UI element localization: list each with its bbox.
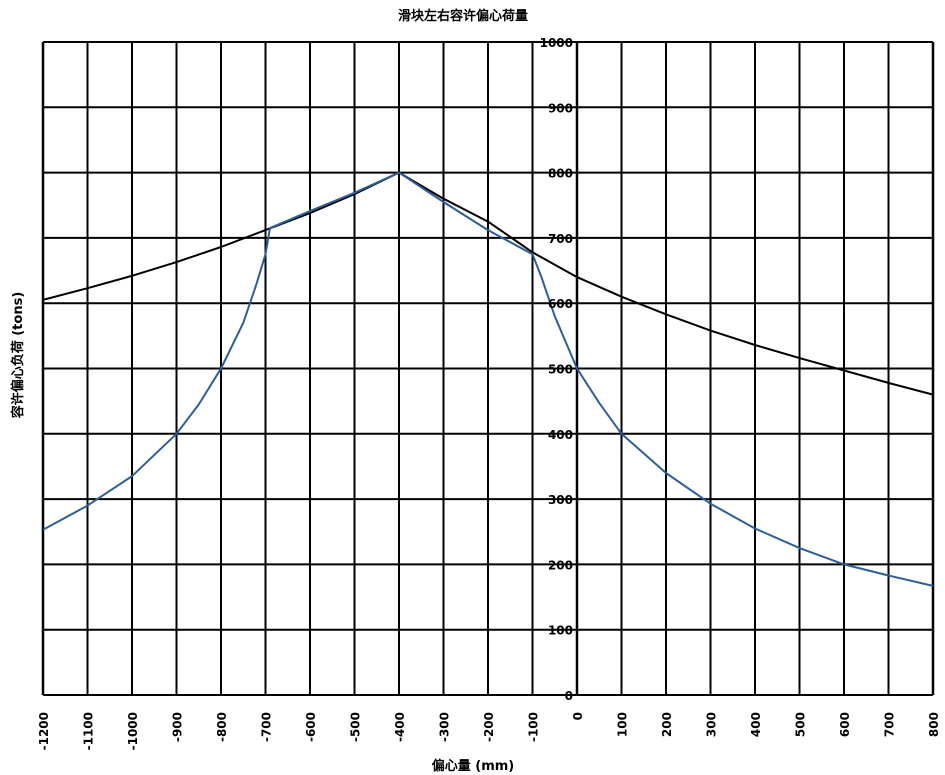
x-axis-label: 偏心量 (mm) [432, 758, 515, 774]
x-tick-label: -800 [215, 712, 229, 742]
x-tick-label: -100 [527, 712, 541, 742]
x-tick-label: 100 [616, 712, 630, 737]
x-tick-label: 700 [883, 712, 897, 737]
x-tick-label: -600 [304, 712, 318, 742]
x-tick-label: 200 [660, 712, 674, 737]
y-tick-label: 500 [548, 363, 573, 377]
y-axis-label: 容许偏心负荷 (tons) [10, 292, 26, 420]
series-line-1 [42, 171, 934, 396]
y-tick-label: 0 [565, 689, 573, 703]
y-tick-label: 900 [548, 101, 573, 115]
y-tick-label: 700 [548, 232, 573, 246]
x-tick-label: -1100 [82, 712, 96, 750]
x-tick-label: 500 [794, 712, 808, 737]
series-line-2 [42, 171, 934, 587]
series-layer [42, 171, 934, 587]
x-tick-label: 600 [838, 712, 852, 737]
x-tick-label: 0 [571, 712, 585, 720]
y-tick-label: 1000 [540, 36, 573, 50]
x-tick-label: -400 [393, 712, 407, 742]
x-tick-label: -700 [260, 712, 274, 742]
x-tick-label: -1200 [37, 712, 51, 750]
x-tick-label: 800 [927, 712, 941, 737]
x-tick-label: -500 [349, 712, 363, 742]
y-tick-label: 200 [548, 558, 573, 572]
y-tick-label: 100 [548, 624, 573, 638]
y-tick-label: 400 [548, 428, 573, 442]
x-tick-labels: -1200 -1100 -1000 -900 -800 -700 -600 -500 -400-… [37, 712, 941, 750]
y-tick-label: 800 [548, 167, 573, 181]
x-tick-label: -300 [438, 712, 452, 742]
y-tick-label: 600 [548, 297, 573, 311]
chart-title: 滑块左右容许偏心荷量 [398, 8, 528, 24]
x-tick-label: -900 [171, 712, 185, 742]
y-tick-labels: 0 100 200 300 400 500 600 700 800 900 1000 [540, 36, 573, 703]
x-tick-label: 300 [705, 712, 719, 737]
x-tick-label: 400 [749, 712, 763, 737]
y-tick-label: 300 [548, 493, 573, 507]
x-tick-label: -1000 [126, 712, 140, 750]
grid [41, 41, 935, 696]
x-tick-label: -200 [482, 712, 496, 742]
